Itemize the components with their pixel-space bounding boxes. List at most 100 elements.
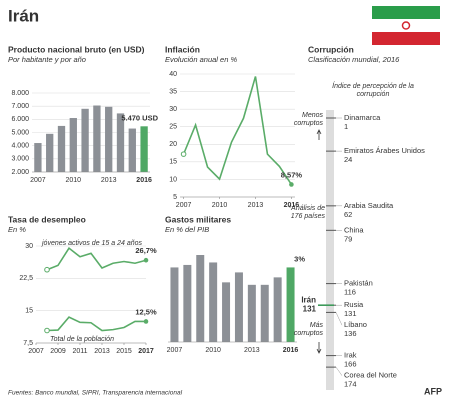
x-tick-label: 2013 xyxy=(248,202,264,209)
bar xyxy=(209,262,218,342)
value-label: 5.470 USD xyxy=(121,113,158,122)
value-label: 3% xyxy=(294,254,305,263)
bottom-label: Más corruptos xyxy=(293,322,323,337)
line xyxy=(182,76,293,185)
y-tick-label: 22,5 xyxy=(19,275,33,282)
rank-label: 166 xyxy=(344,360,357,369)
value-label: 8,57% xyxy=(281,170,303,179)
bar xyxy=(81,108,89,172)
y-tick-label: 25 xyxy=(169,124,177,131)
country-label: Líbano xyxy=(344,320,367,329)
highlight-name: Irán xyxy=(301,295,316,304)
bar xyxy=(260,284,269,342)
y-tick-label: 15 xyxy=(25,308,33,315)
y-tick-label: 2.000 xyxy=(11,169,29,176)
source: Fuentes: Banco mundial, SIPRI, Transpare… xyxy=(8,390,183,397)
y-tick-label: 15 xyxy=(169,159,177,166)
y-tick-label: 30 xyxy=(169,106,177,113)
rank-label: 1 xyxy=(344,122,348,131)
country-label: Corea del Norte xyxy=(344,371,397,380)
bar xyxy=(128,128,136,172)
y-tick-label: 8.000 xyxy=(11,90,29,97)
highlight-value: 131 xyxy=(303,304,317,313)
leader xyxy=(335,366,343,376)
country-label: China xyxy=(344,225,364,234)
rank-label: 174 xyxy=(344,380,357,389)
y-tick-label: 40 xyxy=(169,71,177,78)
arrow-down xyxy=(316,342,322,354)
country-label: Emiratos Árabes Unidos xyxy=(344,146,425,155)
chart-title: Inflación xyxy=(165,44,200,54)
bar xyxy=(247,284,256,342)
y-tick-label: 6.000 xyxy=(11,116,29,123)
series-label: Total de la población xyxy=(50,336,114,343)
flag xyxy=(372,6,440,45)
bar xyxy=(170,267,179,342)
series-label: jóvenes activos de 15 a 24 años xyxy=(41,240,143,247)
credit: AFP xyxy=(424,386,442,396)
x-tick-label: 2009 xyxy=(50,348,66,355)
rank-label: 79 xyxy=(344,234,352,243)
note: *Análisis de 176 países xyxy=(288,205,325,220)
y-tick-label: 3.000 xyxy=(11,156,29,163)
value-label: 12,5% xyxy=(135,307,157,316)
x-tick-label: 2010 xyxy=(66,177,82,184)
scale-bar xyxy=(326,110,334,390)
y-tick-label: 30 xyxy=(25,243,33,250)
x-tick-label: 2007 xyxy=(30,177,46,184)
top-label: Menos corruptos xyxy=(293,112,323,127)
chart-subtitle: En % xyxy=(8,225,26,234)
value-label: 26,7% xyxy=(135,246,157,255)
arrow-up xyxy=(316,129,322,140)
x-tick-label: 2007 xyxy=(28,348,44,355)
y-tick-label: 35 xyxy=(169,88,177,95)
bar xyxy=(140,126,148,172)
start-marker xyxy=(44,266,50,273)
x-tick-label: 2010 xyxy=(205,347,221,354)
leader xyxy=(335,312,343,326)
bar xyxy=(116,113,125,172)
x-tick-label: 2010 xyxy=(212,202,228,209)
bar xyxy=(286,267,295,342)
end-marker xyxy=(289,182,294,187)
chart-title: Producto nacional bruto (en USD) xyxy=(8,44,145,54)
x-tick-label: 2016 xyxy=(136,177,152,184)
y-tick-label: 5 xyxy=(173,194,177,201)
end-marker xyxy=(143,319,149,324)
y-tick-label: 7,5 xyxy=(23,340,33,347)
x-tick-label: 2013 xyxy=(244,347,260,354)
bar xyxy=(105,106,113,172)
chart-subtitle: Por habitante y por año xyxy=(8,55,86,64)
country-label: Arabia Saudita xyxy=(344,201,394,210)
rank-label: 62 xyxy=(344,210,352,219)
chart-title: Tasa de desempleo xyxy=(8,214,86,224)
start-marker xyxy=(180,151,187,157)
chart-subtitle: Clasificación mundial, 2016 xyxy=(308,55,400,64)
chart-title: Corrupción xyxy=(308,44,354,54)
rank-label: 131 xyxy=(344,309,357,318)
bar xyxy=(34,143,42,172)
x-tick-label: 2011 xyxy=(72,348,87,355)
x-tick-label: 2013 xyxy=(94,348,110,355)
page-title: Irán xyxy=(8,6,39,25)
x-tick-label: 2007 xyxy=(167,347,183,354)
country-label: Dinamarca xyxy=(344,113,381,122)
bar xyxy=(69,118,77,172)
rank-label: 116 xyxy=(344,288,356,297)
x-tick-label: 2016 xyxy=(283,347,299,354)
bar xyxy=(196,255,205,342)
country-label: Pakistán xyxy=(344,279,373,288)
line xyxy=(46,316,146,332)
y-tick-label: 20 xyxy=(169,141,177,148)
country-label: Rusia xyxy=(344,300,364,309)
chart-subtitle: Evolución anual en % xyxy=(165,55,237,64)
y-tick-label: 10 xyxy=(169,176,177,183)
bar xyxy=(222,282,231,342)
x-tick-label: 2007 xyxy=(176,202,192,209)
bar xyxy=(93,105,101,172)
y-tick-label: 7.000 xyxy=(11,103,29,110)
rank-label: 24 xyxy=(344,155,352,164)
bar xyxy=(234,272,243,342)
x-tick-label: 2015 xyxy=(116,348,132,355)
